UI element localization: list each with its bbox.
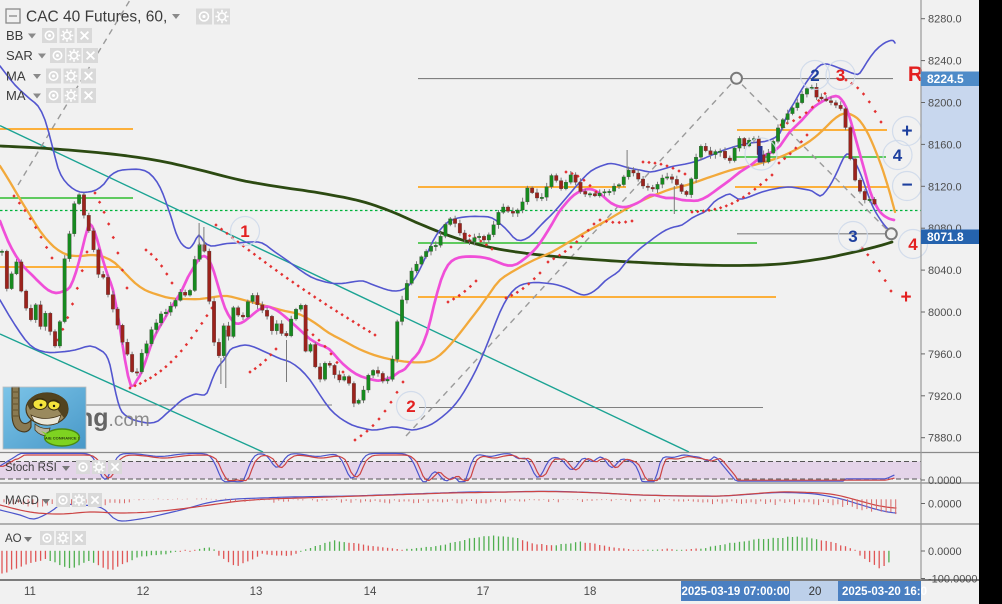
svg-text:7880.0: 7880.0 [928,433,962,445]
svg-text:1: 1 [240,222,249,241]
svg-text:-100.0000: -100.0000 [928,574,978,586]
svg-text:3: 3 [848,227,857,246]
svg-text:8000.0: 8000.0 [928,307,962,319]
svg-text:MACD: MACD [5,495,39,507]
svg-text:7960.0: 7960.0 [928,349,962,361]
svg-text:8040.0: 8040.0 [928,265,962,277]
svg-text:SAR: SAR [6,48,33,63]
svg-text:4: 4 [908,235,918,254]
svg-text:12: 12 [137,586,150,598]
svg-text:2025-03-20 16:0: 2025-03-20 16:0 [842,586,927,598]
svg-text:+: + [900,287,911,308]
svg-text:8280.0: 8280.0 [928,14,962,26]
svg-text:2: 2 [810,66,819,85]
svg-text:17: 17 [477,586,490,598]
svg-text:0.0000: 0.0000 [928,499,962,511]
svg-text:AO: AO [5,533,22,545]
svg-text:8120.0: 8120.0 [928,181,962,193]
svg-text:R: R [908,63,923,86]
svg-text:14: 14 [364,586,377,598]
svg-text:2025-03-19 07:00:00: 2025-03-19 07:00:00 [681,586,789,598]
svg-text:CAC 40 Futures, 60,: CAC 40 Futures, 60, [26,9,167,26]
svg-text:0.0000: 0.0000 [928,475,962,487]
svg-text:8160.0: 8160.0 [928,139,962,151]
svg-text:MA: MA [6,88,26,103]
svg-text:4: 4 [893,146,903,165]
svg-text:11: 11 [24,586,36,598]
svg-text:+: + [901,121,912,142]
svg-text:18: 18 [584,586,597,598]
svg-text:−: − [901,175,912,196]
svg-text:Stoch RSI: Stoch RSI [5,462,57,474]
svg-text:8240.0: 8240.0 [928,56,962,68]
svg-text:BB: BB [6,28,23,43]
svg-text:8224.5: 8224.5 [927,72,964,86]
svg-text:13: 13 [250,586,263,598]
svg-text:2: 2 [406,397,415,416]
svg-text:3: 3 [836,66,845,85]
svg-text:0.0000: 0.0000 [928,546,962,558]
svg-text:MA: MA [6,69,26,84]
svg-text:8071.8: 8071.8 [927,230,964,244]
svg-text:AIE CONFIANCE !: AIE CONFIANCE ! [45,436,79,441]
svg-text:8200.0: 8200.0 [928,98,962,110]
svg-text:7920.0: 7920.0 [928,391,962,403]
svg-text:20: 20 [809,586,822,598]
